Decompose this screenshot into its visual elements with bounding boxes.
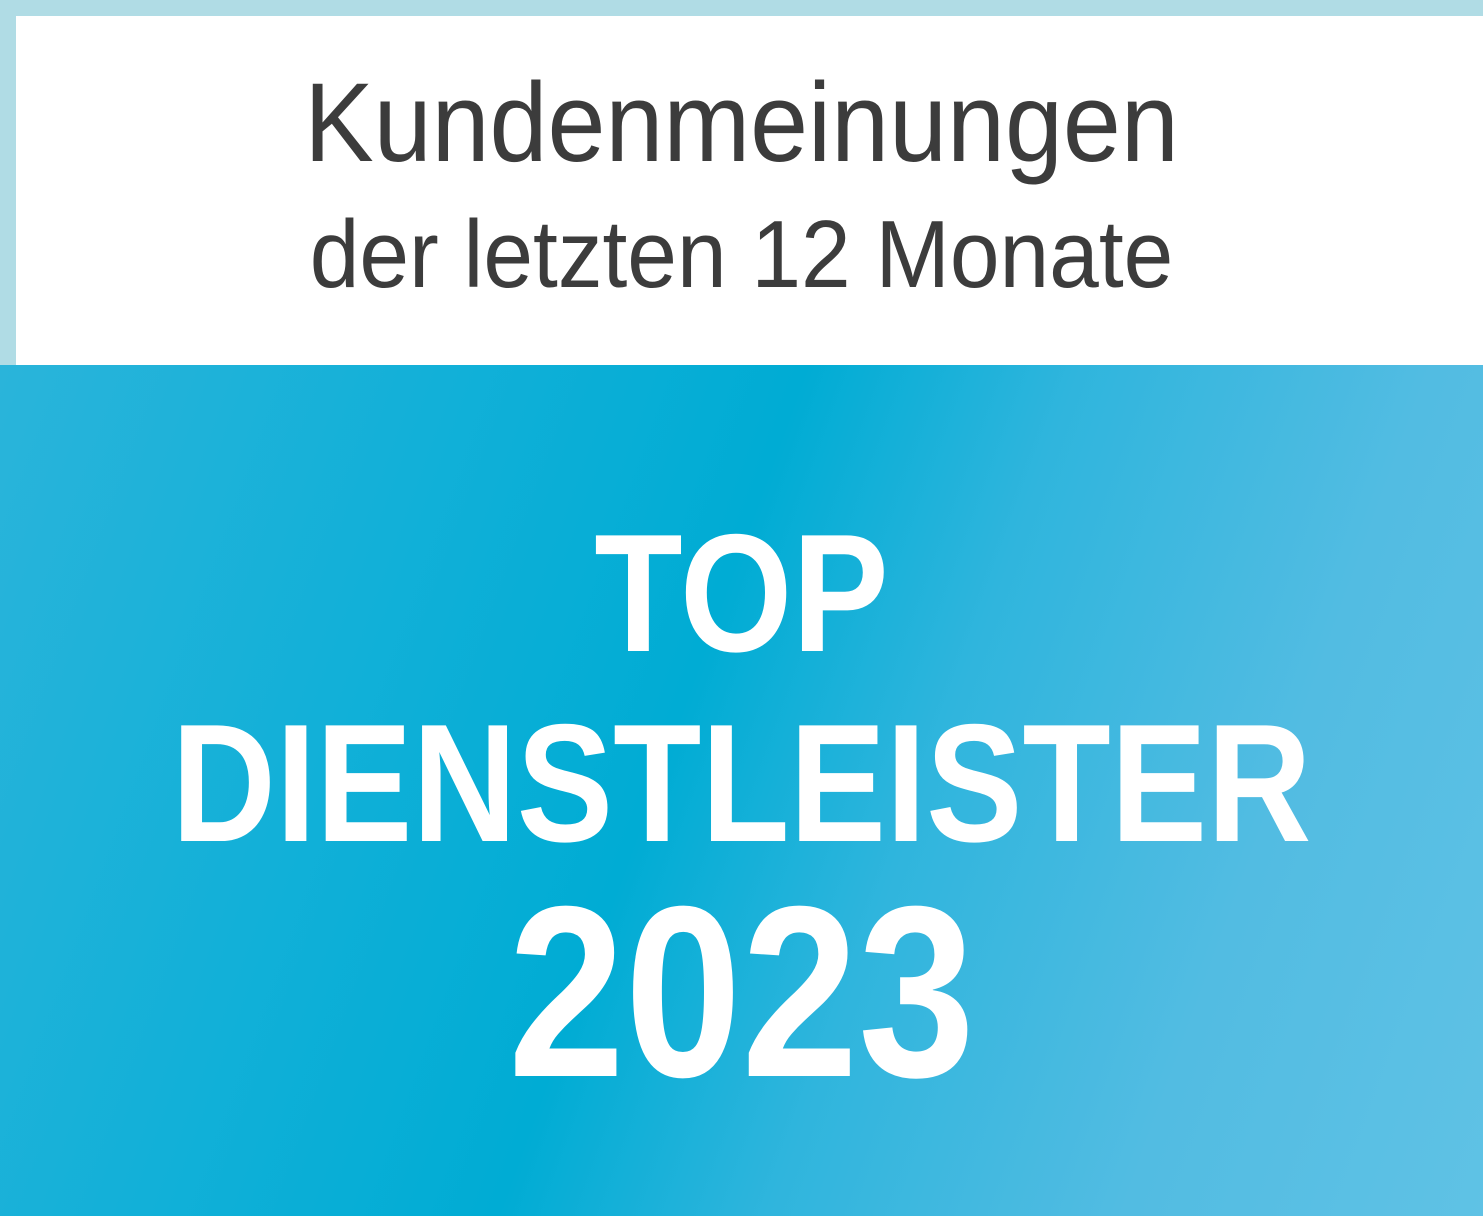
badge-title: DIENSTLEISTER xyxy=(171,689,1312,877)
header-subtitle: der letzten 12 Monate xyxy=(309,201,1174,308)
badge-year: 2023 xyxy=(508,855,975,1128)
header-panel xyxy=(16,16,1483,365)
badge-panel xyxy=(0,365,1483,1216)
badge-top-label: TOP xyxy=(594,499,889,687)
header-title: Kundenmeinungen xyxy=(304,60,1179,185)
